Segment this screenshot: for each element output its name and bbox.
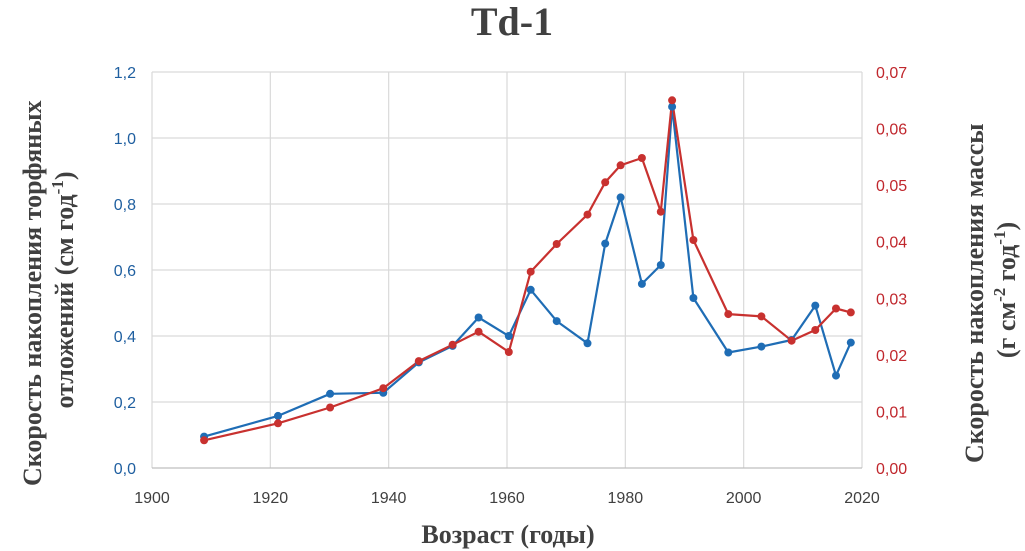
data-point-right (787, 336, 796, 345)
data-point-left (504, 332, 513, 340)
y-right-axis-title: Скорость накопления массы (г см-2 год-1) (960, 117, 1021, 463)
data-point-right (504, 348, 513, 356)
data-point-right (448, 340, 457, 349)
data-point-left (474, 313, 483, 322)
data-point-left (326, 389, 335, 398)
data-point-left (616, 193, 625, 202)
x-axis-title: Возраст (годы) (421, 520, 594, 549)
y-left-tick-label: 0,6 (114, 263, 136, 280)
data-point-right (616, 161, 625, 170)
y-right-tick-label: 0,04 (876, 235, 907, 252)
data-point-left (724, 348, 733, 357)
data-point-right (757, 312, 766, 321)
data-point-right (832, 304, 840, 313)
plot-gridlines (151, 71, 863, 468)
data-point-right (552, 240, 561, 248)
data-point-left (811, 301, 820, 310)
data-point-right (326, 403, 335, 412)
x-tick-label: 2020 (844, 490, 880, 507)
x-tick-label: 2000 (726, 490, 762, 507)
chart-title: Td-1 (471, 0, 553, 44)
y-left-tick-label: 1,0 (114, 131, 136, 148)
data-point-left (656, 261, 665, 269)
data-point-right (601, 178, 610, 187)
y-left-tick-label: 0,0 (114, 461, 136, 478)
data-point-right (689, 236, 698, 244)
y-right-title-sup1: -2 (990, 288, 1009, 302)
y-right-title-line2a: (г см (992, 302, 1021, 358)
series-points (200, 96, 855, 445)
x-axis-ticks: 1900 1920 1940 1960 1980 2000 2020 (134, 490, 880, 507)
data-point-left (552, 317, 561, 326)
data-point-right (724, 310, 733, 319)
data-point-left (832, 371, 840, 380)
y-right-tick-label: 0,05 (876, 178, 907, 195)
y-right-title-end: ) (992, 222, 1021, 231)
data-point-left (274, 411, 282, 420)
y-right-axis-ticks: 0,00 0,01 0,02 0,03 0,04 0,05 0,06 0,07 (876, 65, 907, 478)
data-point-left (583, 339, 592, 348)
data-point-right (583, 210, 592, 219)
y-left-title-line1: Скорость накопления торфяных (18, 100, 47, 486)
y-right-tick-label: 0,01 (876, 404, 907, 421)
data-point-right (379, 384, 388, 393)
y-left-axis-title: Скорость накопления торфяных отложений (… (18, 94, 79, 486)
y-left-tick-label: 0,2 (114, 395, 136, 412)
y-left-tick-label: 1,2 (114, 65, 136, 82)
y-right-tick-label: 0,00 (876, 461, 907, 478)
y-right-tick-label: 0,02 (876, 348, 907, 365)
y-right-tick-label: 0,07 (876, 65, 907, 82)
x-tick-label: 1940 (371, 490, 407, 507)
data-point-left (668, 102, 677, 111)
data-point-right (526, 267, 535, 276)
y-left-axis-ticks: 0,0 0,2 0,4 0,6 0,8 1,0 1,2 (114, 65, 136, 478)
x-tick-label: 1980 (608, 490, 644, 507)
y-left-tick-label: 0,8 (114, 197, 136, 214)
data-point-left (757, 342, 766, 351)
y-right-tick-label: 0,06 (876, 122, 907, 139)
y-right-title-sup2: -1 (990, 231, 1009, 245)
data-point-right (668, 96, 677, 105)
data-point-right (274, 419, 282, 428)
y-right-title-line1: Скорость накопления массы (960, 123, 989, 463)
data-point-right (474, 327, 483, 336)
y-right-title-line2b: год (992, 245, 1021, 288)
data-point-right (656, 207, 665, 216)
data-point-right (846, 308, 855, 317)
data-point-right (811, 326, 820, 334)
y-left-title-line2: отложений (см год (50, 194, 79, 408)
data-point-left (846, 338, 855, 347)
data-point-right (200, 436, 209, 445)
data-point-left (526, 285, 535, 294)
y-left-title-sup: -1 (48, 180, 67, 194)
x-tick-label: 1960 (489, 490, 525, 507)
y-left-tick-label: 0,4 (114, 329, 136, 346)
data-point-left (637, 279, 646, 288)
data-point-left (601, 239, 610, 248)
x-tick-label: 1900 (134, 490, 170, 507)
x-tick-label: 1920 (253, 490, 289, 507)
data-point-right (414, 357, 423, 366)
y-left-title-end: ) (50, 171, 79, 180)
data-point-left (689, 294, 698, 302)
y-right-tick-label: 0,03 (876, 291, 907, 308)
data-point-right (637, 154, 646, 162)
